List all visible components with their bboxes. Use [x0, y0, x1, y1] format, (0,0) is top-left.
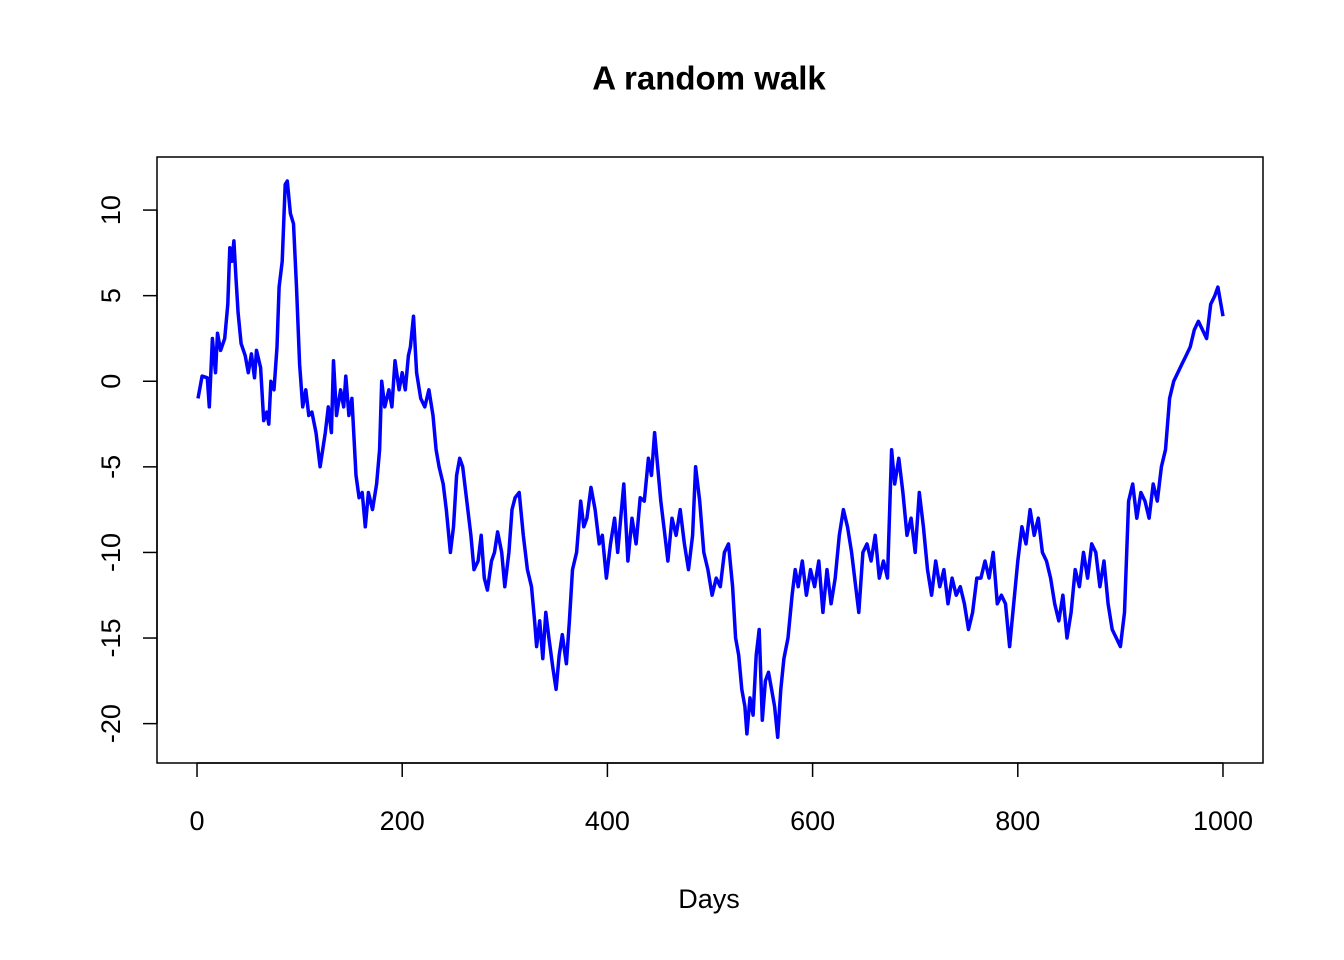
y-tick-label: 5 — [96, 288, 126, 303]
y-tick-label: 0 — [96, 374, 126, 389]
y-tick-label: -10 — [96, 533, 126, 572]
x-tick-label: 200 — [380, 806, 425, 836]
y-tick-label: 10 — [96, 195, 126, 225]
x-tick-label: 0 — [189, 806, 204, 836]
y-tick-label: -15 — [96, 619, 126, 658]
x-tick-label: 600 — [790, 806, 835, 836]
x-tick-label: 400 — [585, 806, 630, 836]
y-tick-label: -5 — [96, 455, 126, 479]
chart-title: A random walk — [592, 60, 826, 97]
line-series — [196, 179, 1225, 740]
x-tick-label: 800 — [995, 806, 1040, 836]
x-axis-label: Days — [678, 884, 740, 914]
y-tick-label: -20 — [96, 704, 126, 743]
x-tick-label: 1000 — [1193, 806, 1253, 836]
